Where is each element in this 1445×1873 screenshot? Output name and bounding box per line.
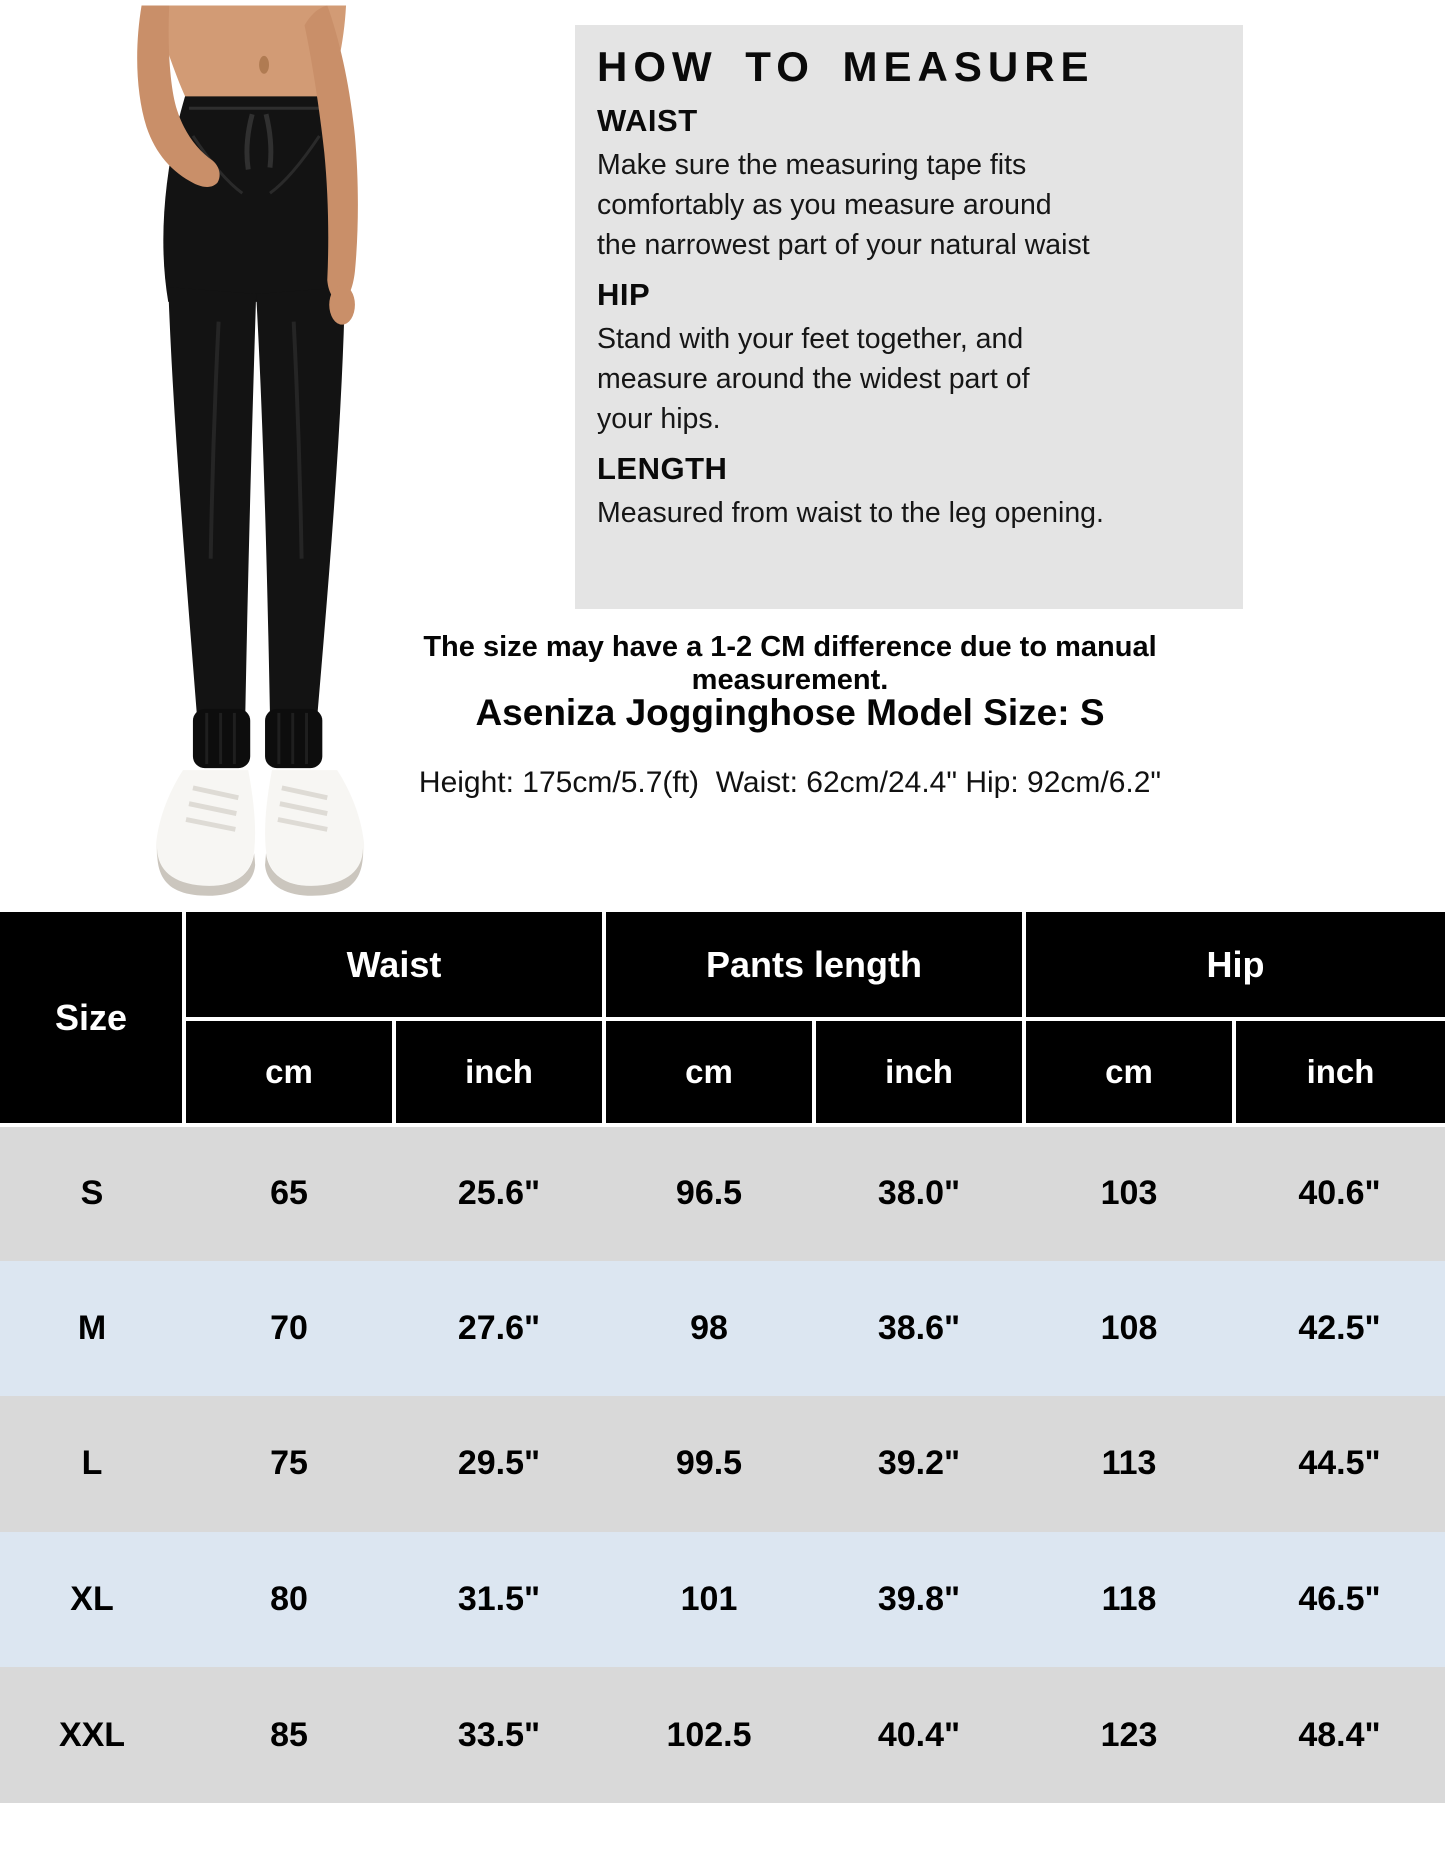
value-cell: 46.5": [1298, 1580, 1381, 1619]
value-cell: 31.5": [457, 1580, 541, 1619]
value-cell: 38.0": [877, 1174, 961, 1213]
row-size-label: XXL: [58, 1715, 126, 1754]
waist-instruction-line: Make sure the measuring tape fits: [597, 149, 1027, 181]
value-cell: 103: [1100, 1174, 1158, 1213]
row-size-label: M: [77, 1308, 107, 1347]
value-cell: 102.5: [666, 1715, 752, 1754]
value-cell: 44.5": [1298, 1444, 1381, 1483]
value-cell: 39.8": [877, 1580, 961, 1619]
value-cell: 29.5": [457, 1444, 541, 1483]
value-cell: 101: [680, 1580, 738, 1619]
value-cell: 70: [270, 1308, 308, 1347]
value-cell: 113: [1101, 1444, 1157, 1483]
waist-instruction-line: the narrowest part of your natural waist: [597, 229, 1090, 261]
group-header-hip: Hip: [1022, 912, 1445, 1021]
table-row-xl: XL 80 31.5" 101 39.8" 118 46.5": [0, 1531, 1445, 1668]
group-header-waist: Waist: [182, 912, 606, 1021]
waist-instruction-line: comfortably as you measure around: [597, 189, 1052, 221]
unit-header-length-cm: cm: [602, 1017, 816, 1127]
value-cell: 40.4": [877, 1715, 961, 1754]
hip-instruction-line: your hips.: [597, 403, 721, 435]
hip-heading: HIP: [597, 277, 651, 312]
model-size-title: Aseniza Jogginghose Model Size: S: [475, 692, 1105, 733]
value-cell: 48.4": [1298, 1715, 1381, 1754]
model-photo: [137, 5, 365, 896]
model-stats: Height: 175cm/5.7(ft) Waist: 62cm/24.4" …: [418, 766, 1162, 799]
value-cell: 75: [270, 1444, 308, 1483]
unit-header-waist-cm: cm: [184, 1017, 396, 1127]
value-cell: 85: [270, 1715, 308, 1754]
size-disclaimer: The size may have a 1-2 CM difference du…: [423, 631, 1157, 696]
model-left-arm: [304, 5, 358, 303]
length-instruction-line: Measured from waist to the leg opening.: [597, 497, 1104, 529]
model-torso: [151, 5, 347, 103]
size-column-header: Size: [0, 912, 186, 1127]
table-row-xxl: XXL 85 33.5" 102.5 40.4" 123 48.4": [0, 1667, 1445, 1803]
value-cell: 42.5": [1298, 1308, 1381, 1347]
waist-heading: WAIST: [597, 103, 698, 138]
unit-header-length-inch: inch: [812, 1017, 1026, 1127]
value-cell: 25.6": [457, 1174, 541, 1213]
white-sneakers: [156, 770, 365, 896]
value-cell: 99.5: [675, 1444, 743, 1483]
value-cell: 27.6": [457, 1308, 541, 1347]
row-size-label: L: [81, 1444, 103, 1483]
value-cell: 65: [270, 1174, 308, 1213]
black-joggers: [163, 96, 350, 769]
how-to-measure-box: HOW TO MEASURE WAIST Make sure the measu…: [575, 25, 1243, 609]
value-cell: 118: [1101, 1580, 1157, 1619]
value-cell: 80: [270, 1580, 308, 1619]
size-table: Size Waist Pants length Hip cm inch cm i…: [0, 912, 1445, 1803]
how-to-measure-title: HOW TO MEASURE: [597, 43, 1095, 90]
value-cell: 39.2": [877, 1444, 961, 1483]
value-cell: 108: [1100, 1308, 1158, 1347]
unit-header-hip-inch: inch: [1232, 1017, 1445, 1127]
value-cell: 38.6": [877, 1308, 961, 1347]
model-navel: [259, 55, 269, 74]
value-cell: 40.6": [1298, 1174, 1381, 1213]
model-hand: [329, 285, 355, 325]
value-cell: 96.5: [675, 1174, 743, 1213]
unit-header-waist-inch: inch: [392, 1017, 606, 1127]
value-cell: 98: [690, 1308, 728, 1347]
table-row-s: S 65 25.6" 96.5 38.0" 103 40.6": [0, 1125, 1445, 1261]
unit-header-hip-cm: cm: [1022, 1017, 1236, 1127]
row-size-label: XL: [70, 1580, 114, 1619]
table-row-l: L 75 29.5" 99.5 39.2" 113 44.5": [0, 1396, 1445, 1532]
group-header-pants-length: Pants length: [602, 912, 1026, 1021]
value-cell: 33.5": [457, 1715, 541, 1754]
row-size-label: S: [80, 1174, 104, 1213]
table-row-m: M 70 27.6" 98 38.6" 108 42.5": [0, 1260, 1445, 1397]
length-heading: LENGTH: [597, 451, 728, 486]
value-cell: 123: [1100, 1715, 1158, 1754]
model-right-arm: [137, 5, 220, 187]
hip-instruction-line: measure around the widest part of: [597, 363, 1030, 395]
hip-instruction-line: Stand with your feet together, and: [597, 323, 1024, 355]
